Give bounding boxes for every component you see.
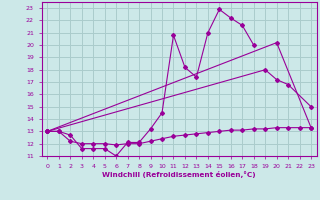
X-axis label: Windchill (Refroidissement éolien,°C): Windchill (Refroidissement éolien,°C) (102, 171, 256, 178)
